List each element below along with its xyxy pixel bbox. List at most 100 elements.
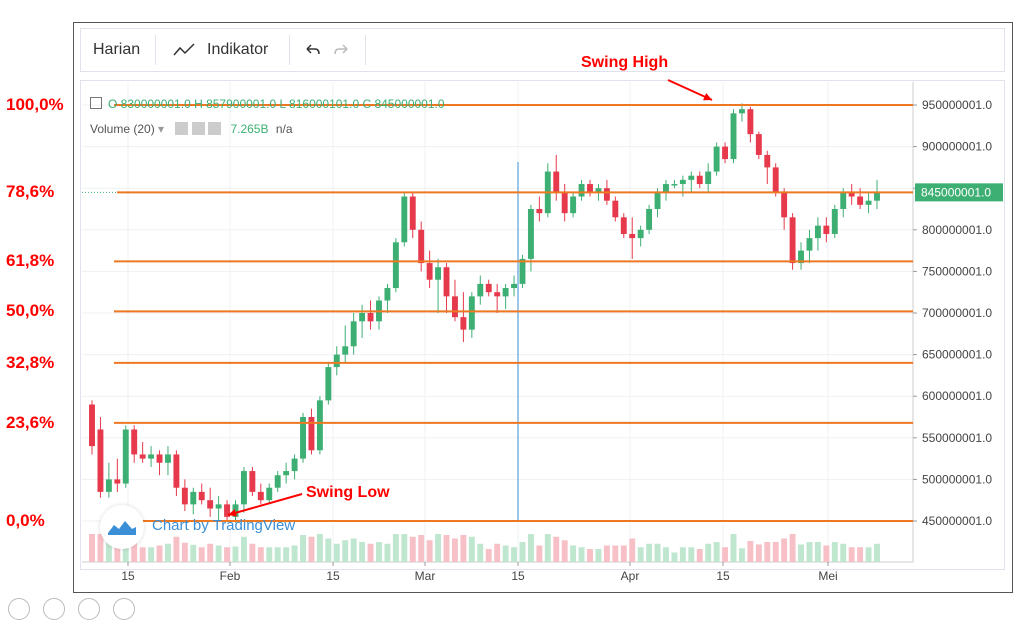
volume-value: 7.265B [230,122,269,136]
indicator-icon[interactable] [173,29,195,71]
volume-bar [308,536,315,562]
volume-gear-icon[interactable] [191,122,205,135]
volume-bar [350,538,357,562]
candle-body [654,192,661,209]
candle-body [139,454,146,459]
fib-label: 100,0% [6,95,64,114]
candle-body [190,491,197,505]
candle-body [730,113,737,160]
volume-bar [283,547,290,562]
candle-body [316,400,323,451]
volume-bar [747,540,754,562]
swing-high-arrow-head [703,93,712,101]
candle-body [300,417,306,459]
toolbar-divider [365,35,366,65]
volume-bar [333,543,340,562]
candle-body [215,504,222,509]
volume-bar [857,547,864,562]
volume-bar [679,547,686,562]
fib-label: 32,8% [6,352,55,372]
volume-bar [409,536,416,562]
candle-body [781,192,788,218]
watermark: Chart by TradingView [152,517,296,534]
volume-bar [367,543,374,562]
candle-body [814,225,821,239]
candle-body [620,217,627,234]
x-tick-label: 15 [716,569,730,583]
ohlc-legend: O 830000001.0 H 857900001.0 L 816000101.… [90,97,445,111]
indicator-button[interactable]: Indikator [207,41,269,58]
y-tick-label: 550000001.0 [922,431,992,445]
volume-bar [798,544,804,562]
undo-icon[interactable] [303,29,321,71]
volume-bar [519,542,526,562]
candle-body [148,454,155,459]
volume-bar [207,543,214,562]
candle-body [646,209,653,230]
toolbar-divider [155,35,156,65]
candle-body [409,196,416,230]
volume-bar [198,547,205,562]
volume-bar [291,545,298,562]
x-tick-label: Apr [621,569,640,583]
volume-bar [578,547,585,562]
y-tick-label: 700000001.0 [922,306,992,320]
volume-bar [342,540,349,562]
y-tick-label: 800000001.0 [922,223,992,237]
volume-na: n/a [275,122,293,136]
redo-icon[interactable] [333,29,351,71]
zoom-icon[interactable] [78,598,100,620]
volume-bar [696,549,703,562]
volume-bar [764,542,771,562]
candle-body [266,487,273,501]
volume-bar [443,535,450,562]
fib-label: 61,8% [6,251,55,271]
volume-bar [316,534,323,562]
volume-close-icon[interactable] [208,122,222,135]
volume-dropdown-icon[interactable]: ▾ [158,122,165,136]
x-tick-label: Mei [818,569,837,583]
volume-bar [722,547,729,562]
candle-body [831,209,838,234]
draw-icon[interactable] [8,598,30,620]
volume-settings-icon[interactable] [175,122,189,135]
candle-body [578,184,585,197]
candle-body [384,288,391,301]
volume-bar [637,547,644,562]
candle-body [165,454,171,463]
save-icon[interactable] [43,598,65,620]
volume-bar [105,541,112,562]
volume-bar [730,534,737,562]
volume-bar [620,545,627,562]
candle-body [401,196,408,243]
candle-body [553,171,560,193]
volume-bar [156,545,163,562]
volume-bar [654,543,661,562]
candle-body [764,154,771,168]
volume-bar [468,536,475,562]
candle-body [131,429,138,455]
volume-bar [848,547,855,562]
legend-collapse-icon[interactable] [90,97,102,109]
volume-bar [266,547,273,562]
candle-body [561,192,568,214]
candle-body [224,504,231,517]
candle-body [494,292,501,297]
volume-bar [612,545,619,562]
volume-bar [536,545,543,562]
volume-bar [789,534,796,562]
interval-button[interactable]: Harian [93,41,141,58]
candle-body [857,196,864,205]
volume-bar [663,547,669,562]
y-tick-label: 600000001.0 [922,389,992,403]
volume-bar [511,547,517,562]
fib-label: 0,0% [6,511,45,530]
x-tick-label: Feb [220,569,241,583]
more-icon[interactable] [113,598,135,620]
candle-body [460,317,467,330]
volume-bar [384,543,391,562]
tradingview-logo[interactable] [100,505,144,549]
volume-bar [738,548,745,562]
volume-bar [452,538,458,562]
